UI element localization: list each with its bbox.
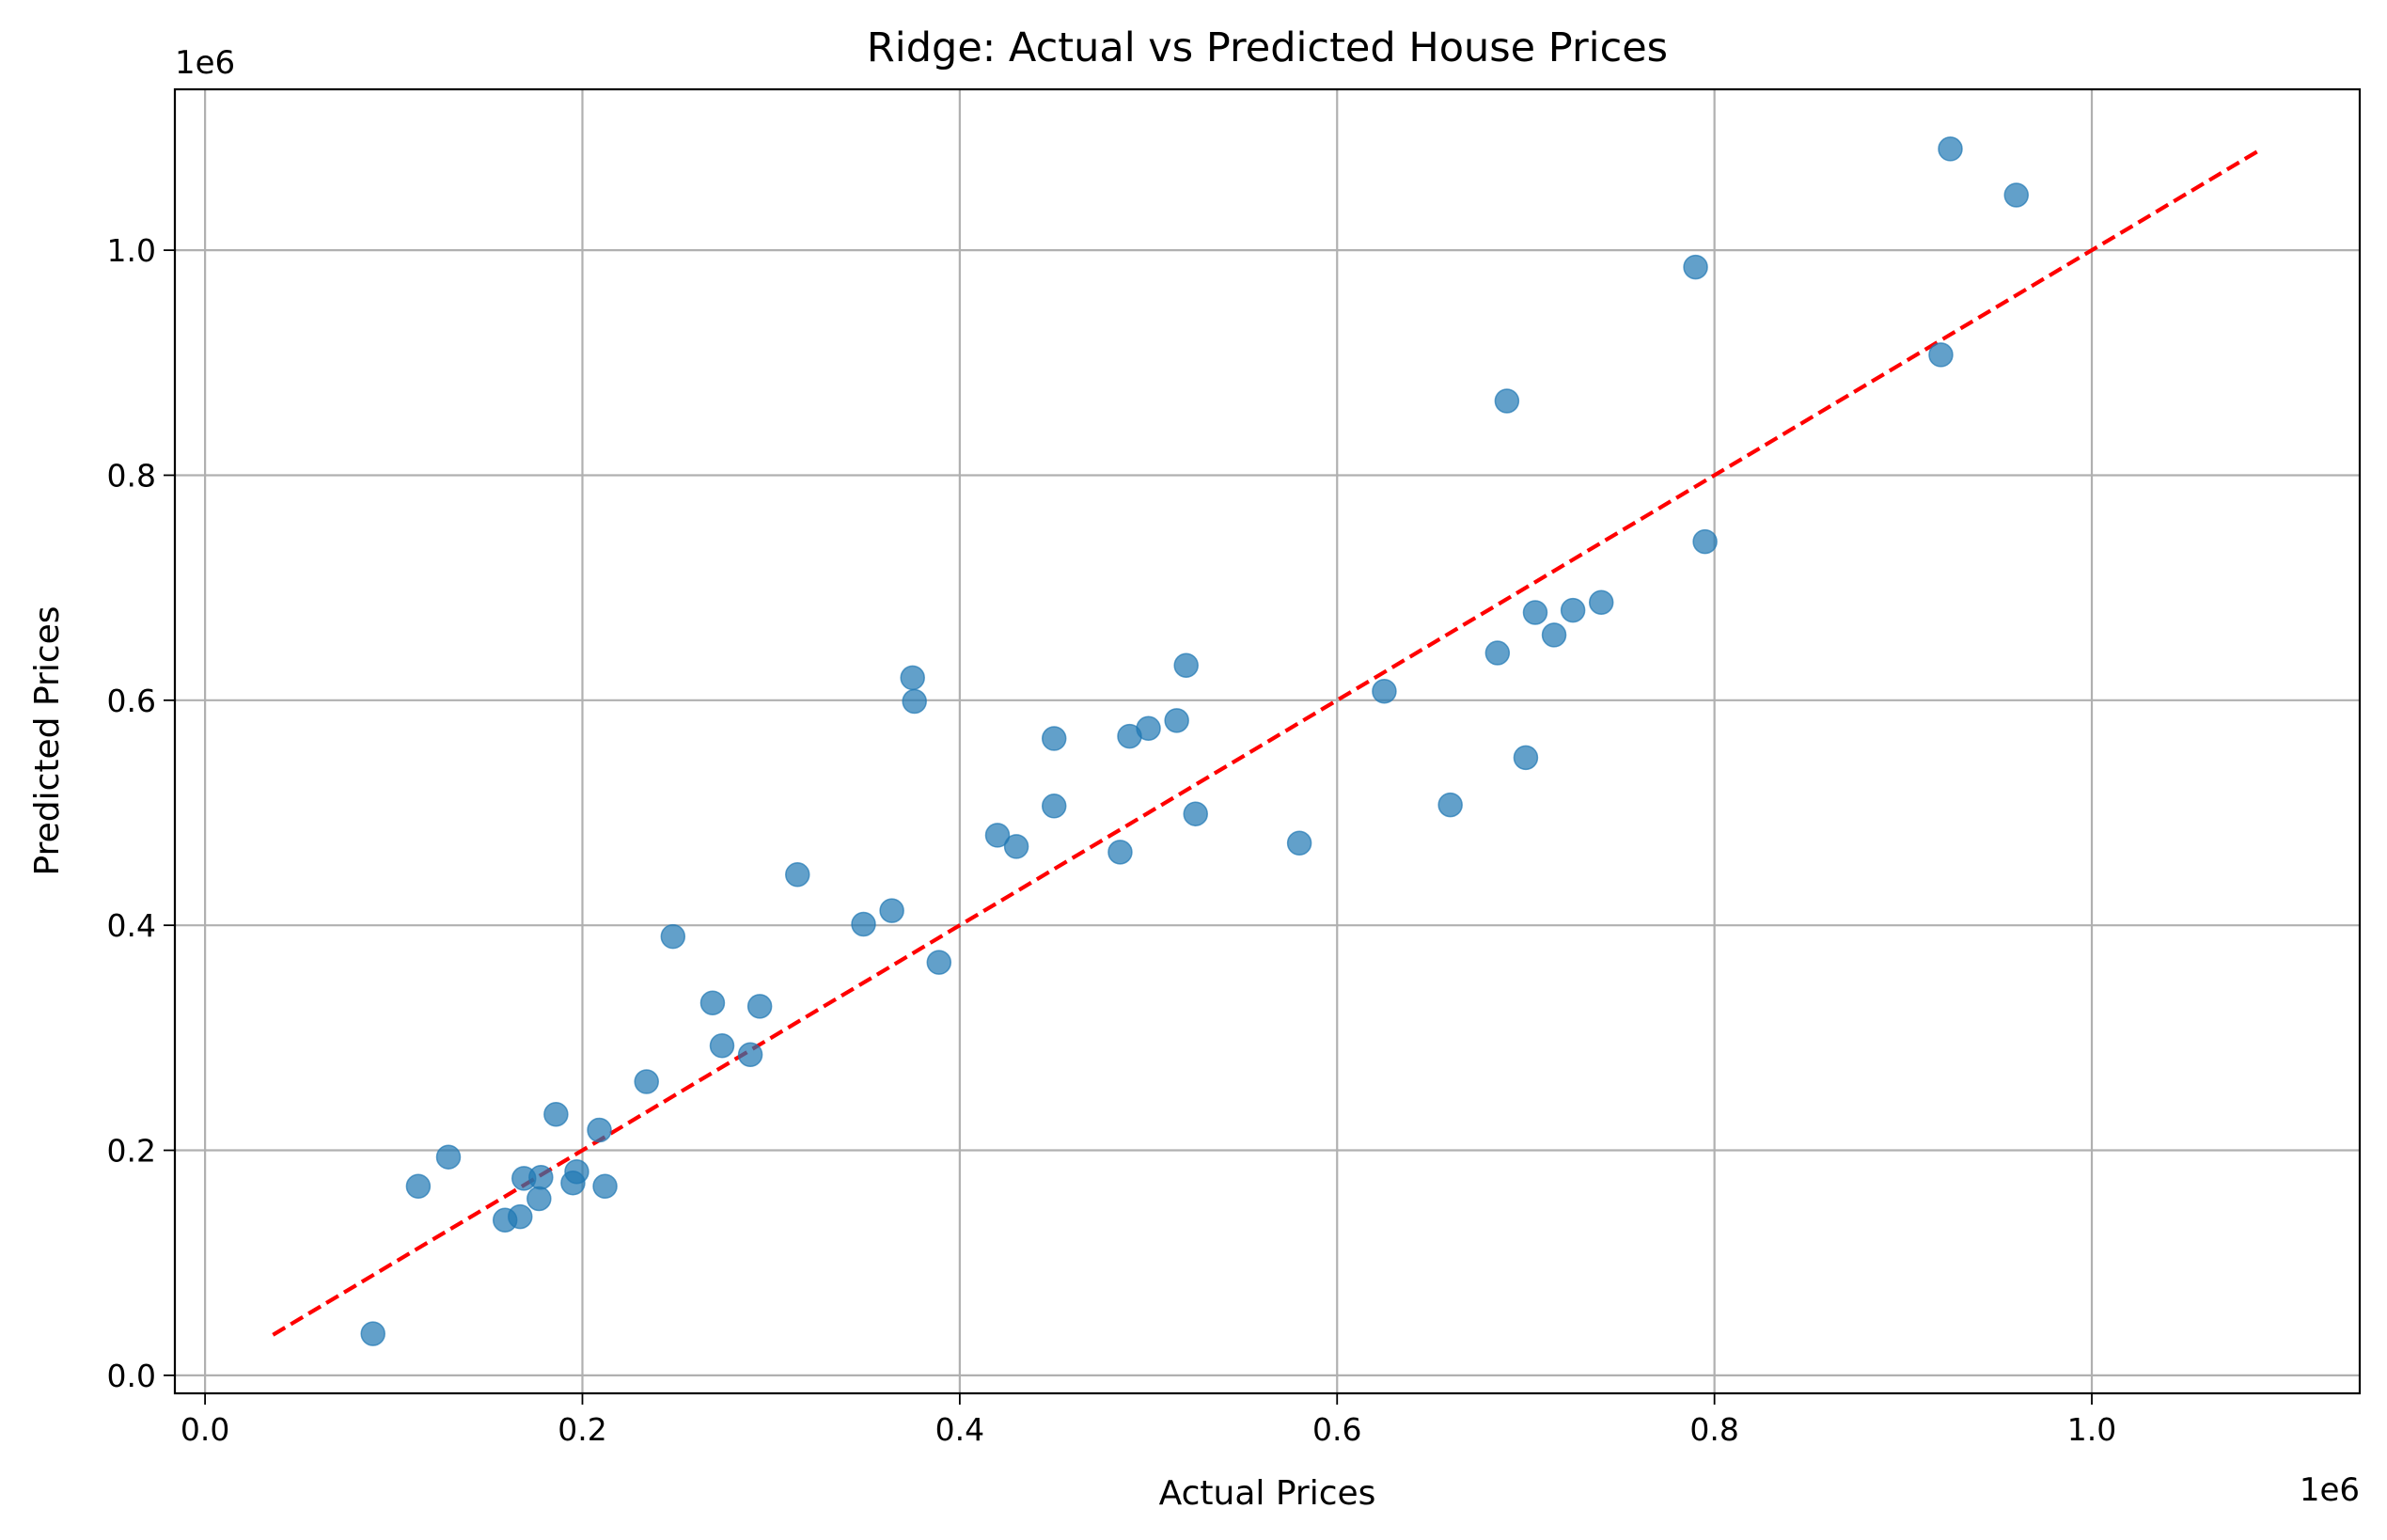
x-tick-label: 0.4 <box>935 1411 984 1448</box>
reference-line-layer <box>272 147 2263 1337</box>
data-point <box>1484 640 1511 666</box>
y-tick-label: 0.2 <box>107 1133 156 1170</box>
data-point <box>1107 840 1133 865</box>
data-point <box>405 1173 432 1200</box>
data-point <box>851 911 876 937</box>
data-point <box>1164 708 1189 733</box>
data-point <box>660 923 686 950</box>
data-point <box>1286 830 1312 856</box>
data-point <box>699 990 726 1015</box>
data-point <box>592 1173 618 1200</box>
data-point <box>1522 600 1548 625</box>
data-point <box>526 1186 552 1212</box>
data-point <box>528 1164 554 1190</box>
chart-title: Ridge: Actual vs Predicted House Prices <box>867 24 1668 71</box>
x-tick-label: 0.0 <box>181 1411 229 1448</box>
reference-line <box>272 147 2263 1337</box>
x-tick-label: 0.6 <box>1312 1411 1361 1448</box>
y-axis-label: Predicted Prices <box>28 605 67 875</box>
y-tick-label: 0.8 <box>107 457 156 494</box>
data-point <box>1588 589 1614 615</box>
data-point <box>926 950 952 975</box>
data-point <box>1683 254 1708 280</box>
axis-ticks: 0.0 0.2 0.4 0.6 0.8 1.0 0.0 0.2 0.4 0.6 0.8 1.0 <box>107 232 2117 1448</box>
data-point <box>543 1101 569 1127</box>
data-point <box>746 994 773 1019</box>
y-tick-label: 0.6 <box>107 683 156 719</box>
data-point <box>1938 136 1963 162</box>
data-point <box>984 823 1011 848</box>
data-points <box>360 136 2029 1346</box>
data-point <box>1928 342 1954 368</box>
data-point <box>1513 745 1539 771</box>
data-point <box>1183 801 1208 826</box>
data-point <box>1692 528 1718 555</box>
data-point <box>2003 182 2029 208</box>
data-point <box>1494 388 1520 414</box>
data-point <box>564 1158 589 1185</box>
data-point <box>1136 715 1161 741</box>
data-point <box>360 1321 385 1346</box>
y-axis-offset-text: 1e6 <box>175 44 235 82</box>
data-point <box>435 1144 462 1170</box>
data-point <box>1173 652 1199 678</box>
y-tick-label: 0.0 <box>107 1358 156 1394</box>
data-point <box>1437 792 1463 818</box>
data-point <box>1560 597 1586 623</box>
data-point <box>1541 622 1567 648</box>
plot-frame <box>173 87 2362 1395</box>
data-point <box>508 1203 533 1230</box>
grid-lines <box>175 89 2360 1393</box>
data-point <box>900 665 925 691</box>
data-point <box>785 862 810 888</box>
x-tick-label: 1.0 <box>2067 1411 2116 1448</box>
y-tick-label: 1.0 <box>107 232 156 269</box>
data-point <box>1041 794 1067 819</box>
data-point <box>709 1032 735 1059</box>
x-axis-offset-text: 1e6 <box>2300 1471 2360 1509</box>
data-point <box>902 688 927 715</box>
x-tick-label: 0.2 <box>557 1411 606 1448</box>
x-axis-label: Actual Prices <box>1159 1474 1376 1513</box>
data-point <box>879 898 904 923</box>
data-point <box>1003 834 1029 859</box>
data-point <box>587 1117 612 1143</box>
data-point <box>634 1069 659 1094</box>
data-point <box>1041 726 1067 751</box>
data-point <box>1372 678 1397 704</box>
data-point <box>737 1042 763 1068</box>
x-tick-label: 0.8 <box>1689 1411 1738 1448</box>
y-tick-label: 0.4 <box>107 907 156 944</box>
